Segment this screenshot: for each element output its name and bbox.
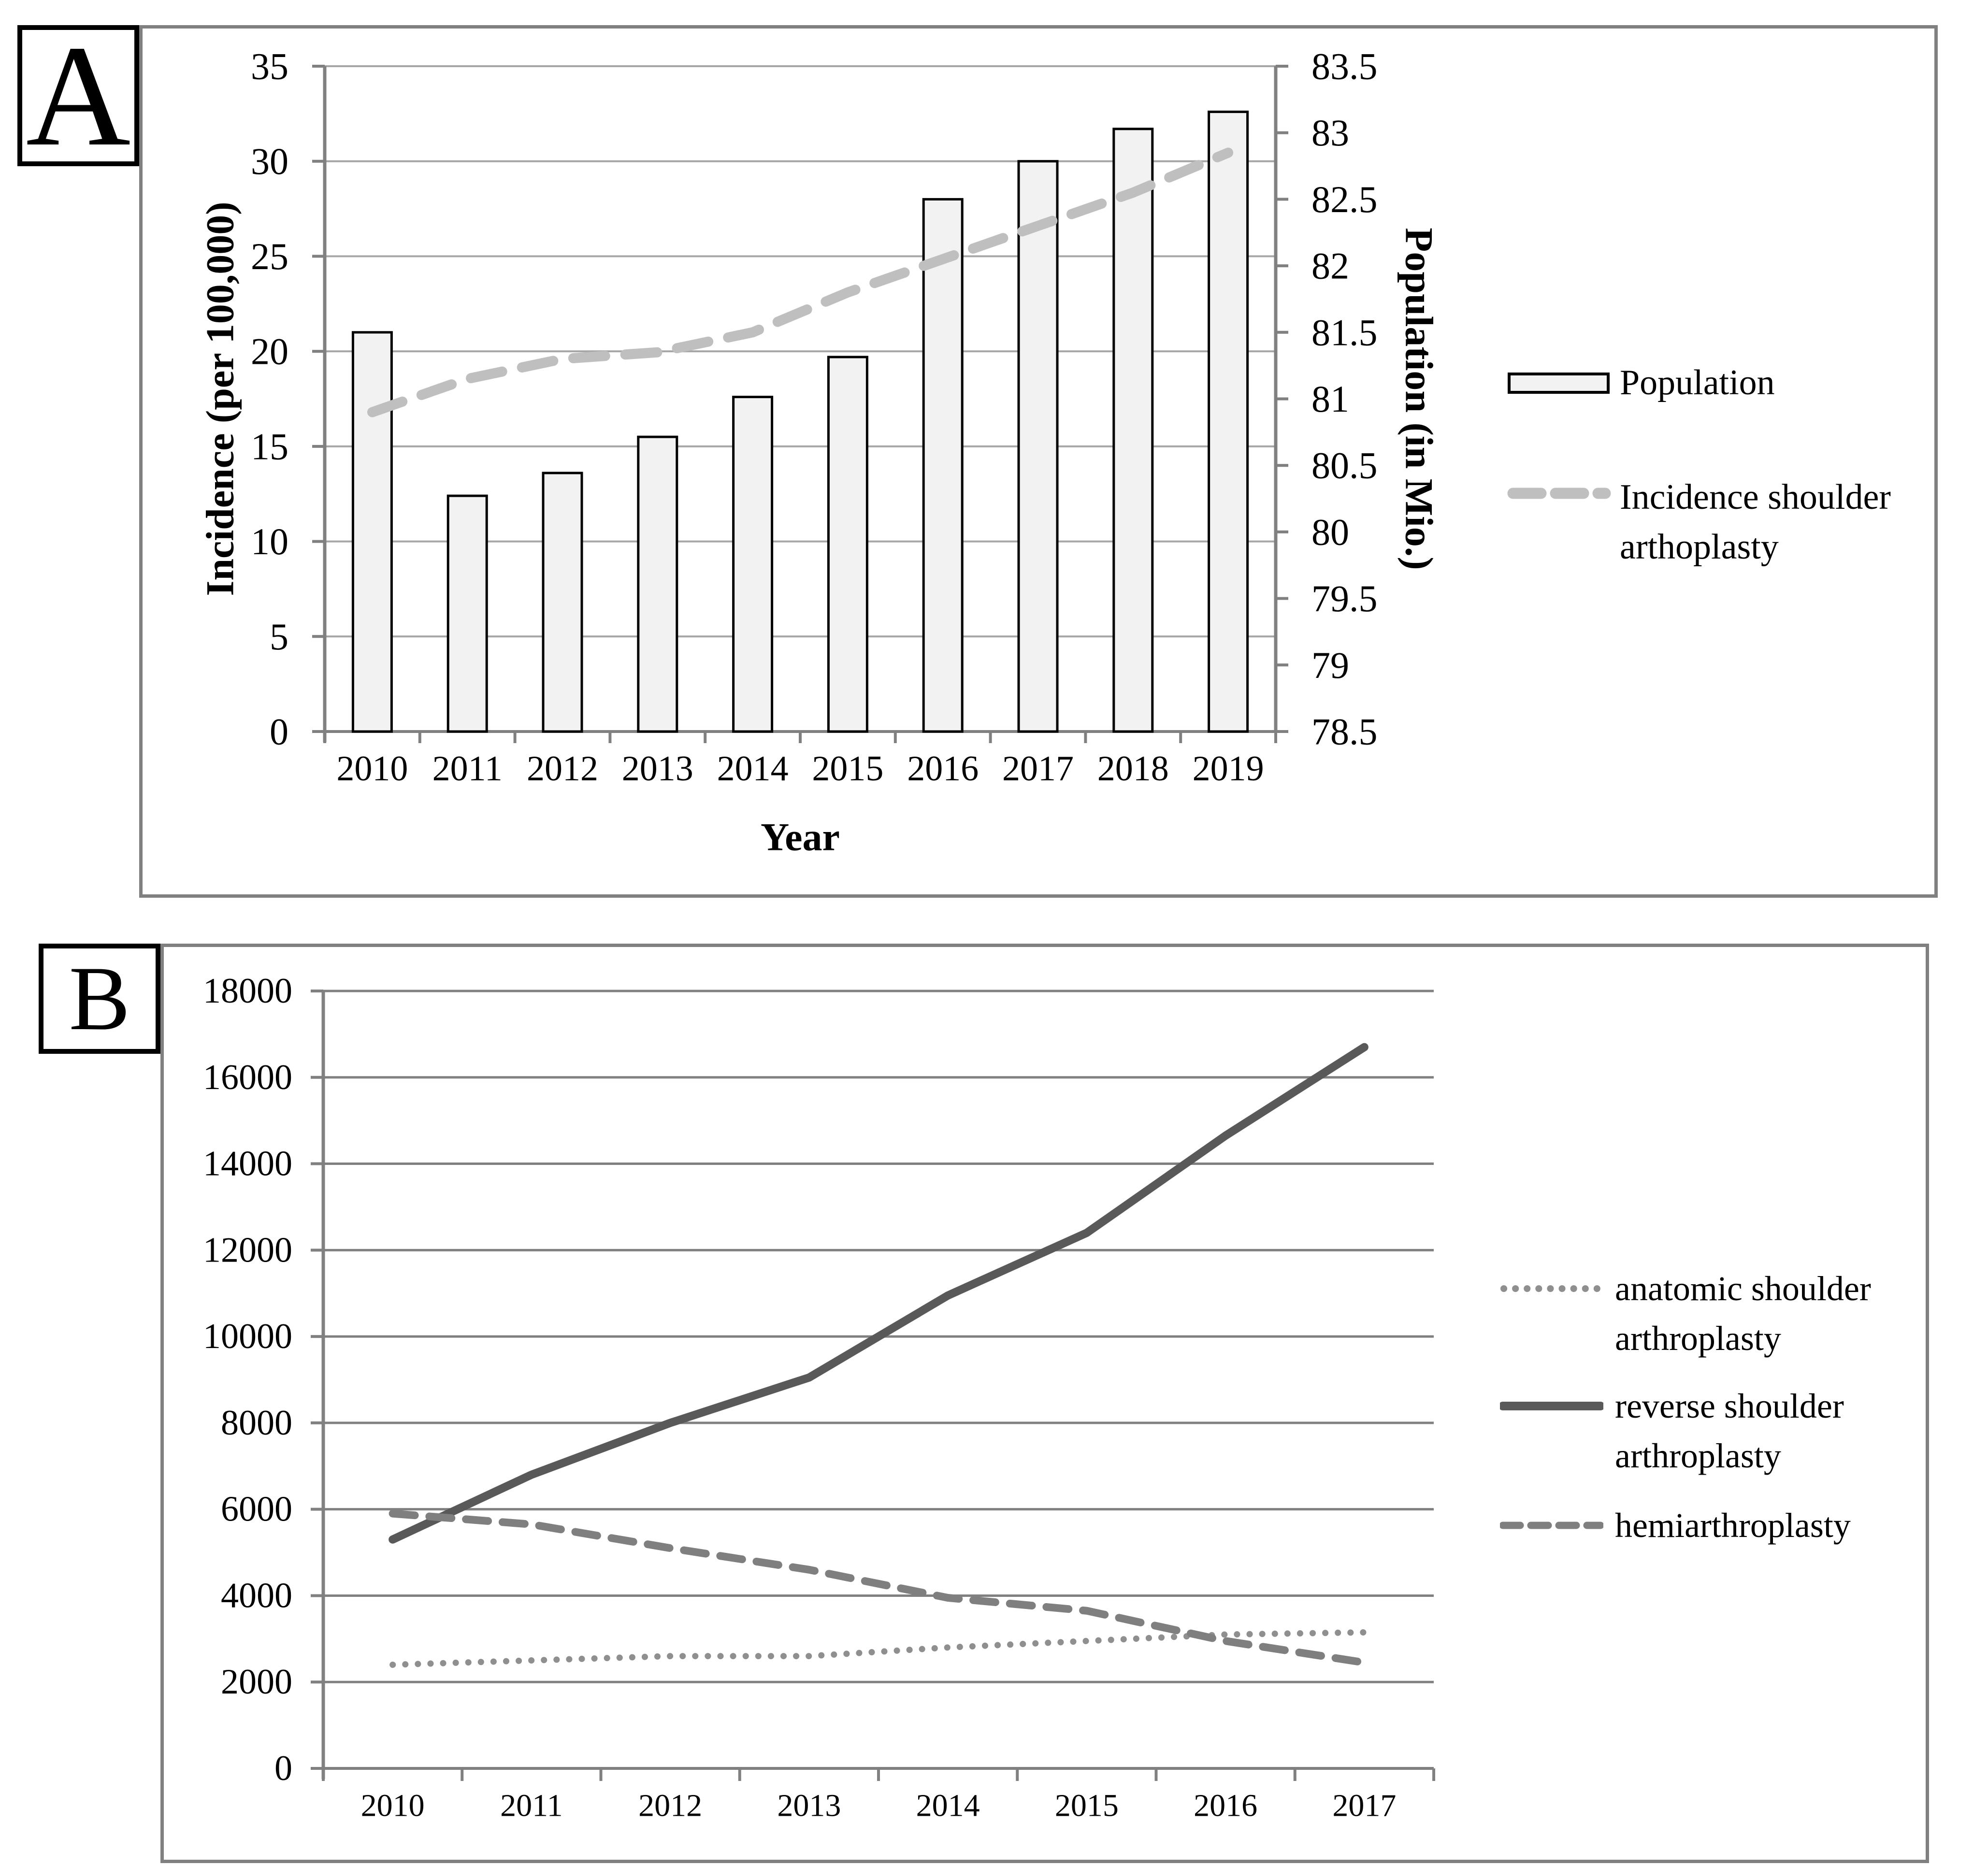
left-axis-tick-label: 25 bbox=[251, 235, 288, 277]
bar-2014 bbox=[732, 396, 774, 733]
legend-item-population: Population bbox=[1507, 358, 1775, 408]
legend-label-anatomic: anatomic shoulder arthroplasty bbox=[1615, 1269, 1871, 1358]
x-tick-label-2012: 2012 bbox=[638, 1788, 702, 1823]
bar-2017 bbox=[1017, 160, 1059, 733]
reverse-solid-line-swatch-icon bbox=[1498, 1400, 1605, 1415]
y-axis-tick-label: 10000 bbox=[203, 1317, 292, 1356]
y-axis-tick-label: 18000 bbox=[203, 971, 292, 1011]
solid-line-reverse bbox=[389, 1043, 1369, 1544]
left-axis-tick-label: 0 bbox=[270, 711, 288, 753]
bar-swatch bbox=[1508, 373, 1610, 394]
legend-item-reverse: reverse shoulder arthroplasty bbox=[1498, 1381, 1926, 1481]
bar-2010 bbox=[351, 331, 393, 733]
right-axis-tick-label: 80 bbox=[1311, 511, 1349, 553]
x-tick-label-2011: 2011 bbox=[500, 1788, 563, 1823]
x-tick-label-2015: 2015 bbox=[812, 749, 883, 789]
panel-a-label-box: A bbox=[17, 15, 139, 176]
right-axis-tick-label: 78.5 bbox=[1311, 711, 1378, 753]
dotted-line-anatomic bbox=[389, 1629, 1368, 1668]
left-axis-tick-label: 10 bbox=[251, 520, 288, 562]
right-axis-tick-label: 83 bbox=[1311, 112, 1349, 154]
right-axis-tick-label: 79 bbox=[1311, 644, 1349, 686]
bar-2013 bbox=[637, 435, 678, 733]
x-tick-label-2010: 2010 bbox=[336, 749, 408, 789]
legend-label-incidence: Incidence shoulder arthoplasty bbox=[1620, 477, 1891, 567]
legend-item-anatomic: anatomic shoulder arthroplasty bbox=[1500, 1264, 1926, 1364]
bar-2016 bbox=[922, 198, 964, 733]
right-axis-tick-label: 81 bbox=[1311, 378, 1349, 420]
y-axis-tick-label: 6000 bbox=[221, 1490, 292, 1529]
x-tick-label-2010: 2010 bbox=[361, 1788, 425, 1823]
x-tick-label-2016: 2016 bbox=[1194, 1788, 1257, 1823]
y-axis-tick-label: 12000 bbox=[203, 1230, 292, 1270]
y-axis-tick-label: 2000 bbox=[221, 1662, 292, 1702]
legend-item-incidence: Incidence shoulder arthoplasty bbox=[1507, 473, 1924, 572]
y-axis-tick-label: 16000 bbox=[203, 1058, 292, 1097]
panel-a-letter: A bbox=[26, 15, 131, 176]
legend-item-hemi: hemiarthroplasty bbox=[1499, 1501, 1851, 1550]
panel-b-label-box: B bbox=[39, 944, 160, 1054]
left-axis-tick-label: 15 bbox=[251, 425, 288, 467]
left-axis-tick-label: 5 bbox=[270, 616, 288, 658]
panel-b-frame: 18000 16000 14000 12000 10000 8000 6000 4000 200… bbox=[160, 944, 1929, 1863]
right-axis-tick-label: 81.5 bbox=[1311, 311, 1378, 353]
anatomic-dotted-line-swatch-icon bbox=[1500, 1282, 1603, 1297]
legend-label-reverse: reverse shoulder arthroplasty bbox=[1615, 1387, 1844, 1475]
bar-2012 bbox=[542, 472, 583, 733]
bar-2018 bbox=[1112, 128, 1154, 733]
dashed-line-hemiarthroplasty bbox=[389, 1509, 1369, 1666]
legend-label-hemi: hemiarthroplasty bbox=[1615, 1506, 1851, 1545]
panel-b-chart: 18000 16000 14000 12000 10000 8000 6000 4000 200… bbox=[203, 971, 1435, 1823]
x-tick-label-2015: 2015 bbox=[1055, 1788, 1119, 1823]
hemi-dashed-line-swatch-icon bbox=[1499, 1519, 1604, 1534]
left-axis-tick-label: 30 bbox=[251, 140, 288, 182]
panel-a-frame: 35 30 25 20 15 10 5 0 83.5 83 82.5 82 81.5 81 80.5 80 79… bbox=[139, 25, 1938, 898]
left-axis-tick-label: 35 bbox=[251, 45, 288, 87]
bar-2019 bbox=[1208, 110, 1249, 733]
y-axis-tick-label: 8000 bbox=[221, 1403, 292, 1443]
x-axis-title: Year bbox=[761, 815, 840, 859]
bar-2015 bbox=[827, 356, 868, 733]
right-axis-tick-label: 82 bbox=[1311, 245, 1349, 287]
x-tick-label-2016: 2016 bbox=[907, 749, 979, 789]
x-tick-label-2011: 2011 bbox=[432, 749, 503, 789]
x-tick-label-2014: 2014 bbox=[717, 749, 789, 789]
right-axis-tick-label: 83.5 bbox=[1311, 45, 1378, 87]
x-tick-label-2017: 2017 bbox=[1332, 1788, 1396, 1823]
incidence-dashed-line-swatch-icon bbox=[1507, 487, 1611, 502]
panel-a-chart: 3530252015105083.58382.58281.58180.58079… bbox=[198, 45, 1441, 859]
x-tick-label-2017: 2017 bbox=[1002, 749, 1074, 789]
y-axis-tick-label: 4000 bbox=[221, 1576, 292, 1615]
legend-label-population: Population bbox=[1620, 363, 1775, 402]
incidence-dashed-line bbox=[367, 147, 1234, 417]
right-axis-tick-label: 79.5 bbox=[1311, 577, 1378, 619]
bar-2011 bbox=[447, 494, 488, 733]
panel-b-letter: B bbox=[69, 948, 130, 1049]
x-tick-label-2013: 2013 bbox=[622, 749, 693, 789]
x-tick-label-2012: 2012 bbox=[527, 749, 598, 789]
right-axis-tick-label: 82.5 bbox=[1311, 178, 1378, 220]
right-axis-title: Population (in Mio.) bbox=[1397, 228, 1441, 570]
x-tick-label-2019: 2019 bbox=[1193, 749, 1264, 789]
x-tick-label-2018: 2018 bbox=[1097, 749, 1169, 789]
y-axis-tick-label: 0 bbox=[274, 1749, 292, 1788]
population-bar-swatch-icon bbox=[1507, 372, 1611, 397]
left-axis-title: Incidence (per 100,000) bbox=[198, 201, 242, 596]
x-tick-label-2014: 2014 bbox=[916, 1788, 980, 1823]
left-axis-tick-label: 20 bbox=[251, 330, 288, 373]
right-axis-tick-label: 80.5 bbox=[1311, 445, 1378, 487]
y-axis-tick-label: 14000 bbox=[203, 1144, 292, 1184]
x-tick-label-2013: 2013 bbox=[777, 1788, 841, 1823]
